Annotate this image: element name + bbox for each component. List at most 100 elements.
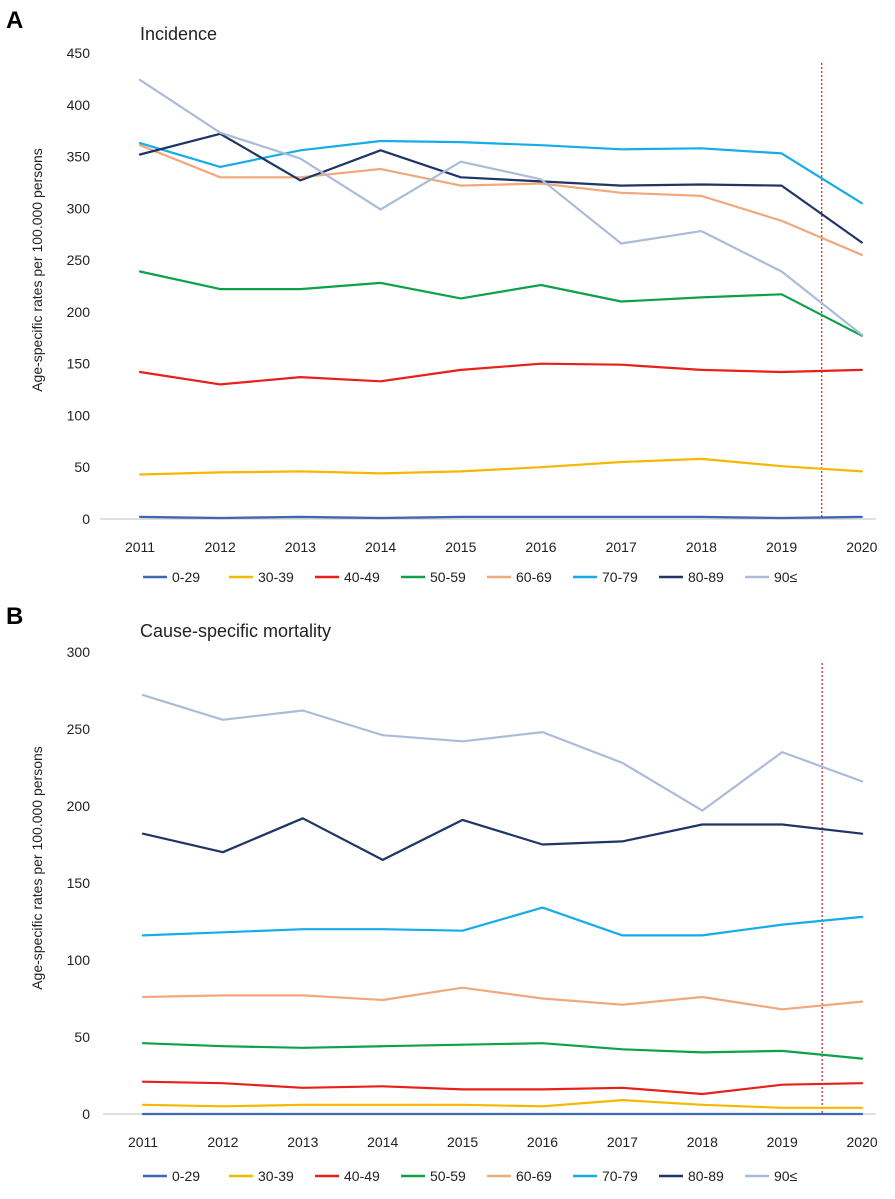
panel-a-x-tick-label: 2017 [606,539,637,555]
panel-b-x-tick-label: 2018 [687,1134,718,1150]
panel-a-y-tick-label: 0 [82,511,90,527]
panel-b-series-line-40-49 [141,1080,864,1096]
panel-a-y-tick-label: 100 [67,407,91,423]
panel-a-legend-item: 60-69 [487,569,552,585]
panel-a-axes [100,63,876,520]
panel-b-y-tick-label: 300 [67,644,91,660]
panel-a-series-line-50-59 [138,270,863,337]
panel-b-legend-label: 60-69 [516,1168,552,1184]
panel-a-x-tick-label: 2014 [365,539,396,555]
panel-b-x-tick-label: 2011 [128,1134,158,1150]
panel-a-legend-item: 70-79 [573,569,638,585]
panel-a-x-ticks: 2011 2012 2013 2014 2015 2016 2017 2018 2019 2020 [125,539,878,555]
panel-b-legend-item: 70-79 [573,1168,638,1184]
panel-b-title: Cause-specific mortality [140,621,331,641]
panel-a-series-line-60-69 [138,144,863,256]
panel-b-letter: B [6,603,23,630]
panel-b-legend-label: 50-59 [430,1168,466,1184]
panel-b-series-line-80-89 [141,817,864,862]
panel-b-x-tick-label: 2019 [767,1134,798,1150]
panel-b-legend-item: 90≤ [745,1168,798,1184]
panel-a-y-tick-label: 200 [67,304,91,320]
panel-a-legend-item: 80-89 [659,569,724,585]
panel-a-x-tick-label: 2019 [766,539,797,555]
panel-a-x-tick-label: 2018 [686,539,717,555]
panel-a-x-tick-label: 2015 [445,539,476,555]
panel-b-series-line-60-69 [141,986,864,1011]
panel-b-x-ticks: 2011 2012 2013 2014 2015 2016 2017 2018 2019 2020 [128,1134,878,1150]
panel-b-series-line-90≤ [141,693,864,812]
panel-b-legend-label: 30-39 [258,1168,294,1184]
panel-a-y-tick-label: 300 [67,200,91,216]
panel-a-legend-item: 30-39 [229,569,294,585]
panel-b-legend-label: 70-79 [602,1168,638,1184]
panel-b-y-axis-label: Age-specific rates per 100.000 persons [29,746,45,990]
panel-a-y-tick-label: 250 [67,252,91,268]
panel-a-x-tick-label: 2012 [205,539,236,555]
panel-b-x-tick-label: 2014 [367,1134,398,1150]
panel-b-x-tick-label: 2015 [447,1134,478,1150]
panel-a-y-tick-label: 150 [67,356,91,372]
panel-b-y-tick-label: 250 [67,721,91,737]
panel-b-x-tick-label: 2013 [287,1134,318,1150]
panel-a-legend-label: 0-29 [172,569,200,585]
panel-a-title: Incidence [140,24,217,44]
panel-a-series [138,78,863,520]
panel-b-y-tick-label: 150 [67,875,91,891]
panel-b-legend-item: 0-29 [143,1168,200,1184]
panel-b: B Cause-specific mortality Age-specific … [6,603,878,1184]
panel-a-y-tick-label: 450 [67,45,91,61]
panel-b-y-tick-label: 0 [82,1106,90,1122]
panel-b-legend-item: 50-59 [401,1168,466,1184]
panel-b-legend-label: 0-29 [172,1168,200,1184]
panel-a-y-tick-label: 400 [67,97,91,113]
panel-a-series-line-80-89 [138,132,863,244]
panel-b-series-line-50-59 [141,1042,864,1060]
panel-b-x-tick-label: 2012 [207,1134,238,1150]
panel-b-series-line-30-39 [141,1098,864,1109]
panel-a-legend-item: 40-49 [315,569,380,585]
panel-a-legend-label: 50-59 [430,569,466,585]
panel-a-x-tick-label: 2016 [525,539,556,555]
panel-a-x-tick-label: 2020 [846,539,877,555]
panel-a-y-ticks: 0 50 100 150 200 250 300 350 400 450 [67,45,91,527]
panel-b-series-line-70-79 [141,906,864,937]
panel-b-y-ticks: 0 50 100 150 200 250 300 [67,644,91,1122]
panel-a-y-axis-label: Age-specific rates per 100.000 persons [29,148,45,392]
panel-b-legend-label: 80-89 [688,1168,724,1184]
panel-a-legend-label: 90≤ [774,569,798,585]
panel-a-y-tick-label: 350 [67,149,91,165]
panel-a-series-line-0-29 [138,515,863,520]
panel-a-series-line-70-79 [138,139,863,205]
panel-a-series-line-40-49 [138,362,863,386]
panel-b-x-tick-label: 2020 [847,1134,878,1150]
panel-b-legend: 0-29 30-39 40-49 50-59 60-69 70-79 80-89 90≤ [143,1168,798,1184]
panel-b-y-tick-label: 200 [67,798,91,814]
panel-b-series [141,693,864,1116]
panel-a-legend-label: 80-89 [688,569,724,585]
panel-b-x-tick-label: 2017 [607,1134,638,1150]
panel-a-legend-label: 30-39 [258,569,294,585]
panel-a-letter: A [6,7,23,34]
panel-a-legend: 0-29 30-39 40-49 50-59 60-69 70-79 80-89 90≤ [143,569,798,585]
panel-b-y-tick-label: 100 [67,952,91,968]
panel-a-x-tick-label: 2013 [285,539,316,555]
panel-b-x-tick-label: 2016 [527,1134,558,1150]
panel-b-legend-item: 40-49 [315,1168,380,1184]
panel-a-legend-item: 0-29 [143,569,200,585]
panel-a-legend-item: 90≤ [745,569,798,585]
panel-a-x-tick-label: 2011 [125,539,155,555]
panel-b-legend-label: 40-49 [344,1168,380,1184]
panel-a-series-line-90≤ [138,78,863,336]
panel-a-y-tick-label: 50 [74,459,90,475]
panel-a: A Incidence Age-specific rates per 100.0… [6,7,878,585]
panel-b-legend-item: 30-39 [229,1168,294,1184]
panel-a-legend-label: 70-79 [602,569,638,585]
panel-a-legend-item: 50-59 [401,569,466,585]
panel-a-legend-label: 60-69 [516,569,552,585]
panel-b-legend-item: 60-69 [487,1168,552,1184]
panel-b-y-tick-label: 50 [74,1029,90,1045]
panel-b-legend-item: 80-89 [659,1168,724,1184]
panel-a-series-line-30-39 [138,457,863,476]
